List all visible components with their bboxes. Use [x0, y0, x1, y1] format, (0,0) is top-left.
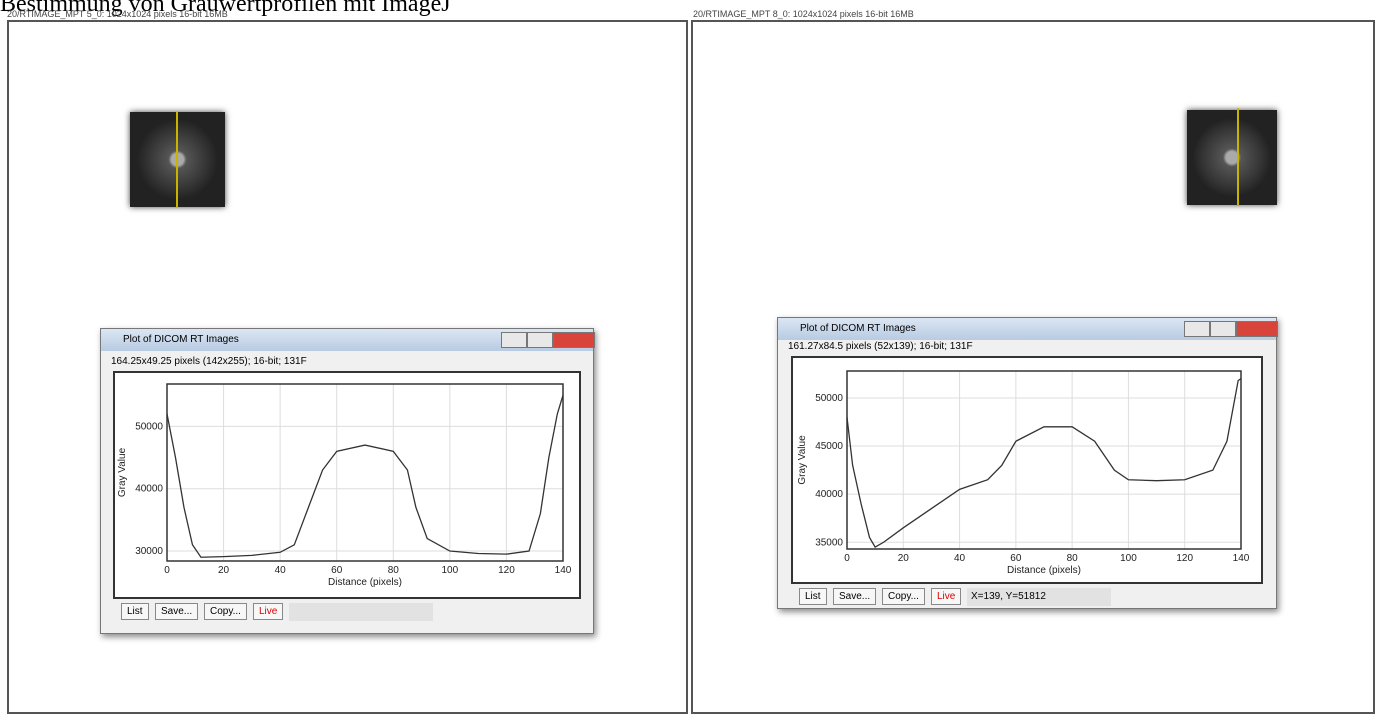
x-axis-label: Distance (pixels) [328, 577, 402, 588]
window-button[interactable] [1236, 321, 1278, 337]
y-axis-label: Gray Value [117, 447, 128, 497]
window-button[interactable] [501, 332, 527, 348]
y-tick-label: 50000 [135, 421, 163, 432]
y-tick-label: 40000 [135, 484, 163, 495]
button[interactable]: Live [931, 588, 961, 605]
x-tick-label: 40 [275, 565, 287, 576]
x-tick-label: 20 [898, 553, 910, 564]
x-axis-label: Distance (pixels) [1007, 565, 1081, 576]
image [1187, 110, 1277, 205]
image-info: 161.27x84.5 pixels (52x139); 16-bit; 131… [788, 341, 973, 352]
x-tick-label: 80 [388, 565, 400, 576]
button[interactable]: Save... [155, 603, 198, 620]
window-button[interactable] [1210, 321, 1236, 337]
button[interactable]: Save... [833, 588, 876, 605]
x-tick-label: 80 [1067, 553, 1079, 564]
x-tick-label: 60 [331, 565, 343, 576]
window-button[interactable] [1184, 321, 1210, 337]
button[interactable]: List [121, 603, 149, 620]
x-tick-label: 0 [164, 565, 170, 576]
axes-frame [167, 384, 563, 561]
x-tick-label: 40 [954, 553, 966, 564]
profile-line [176, 112, 178, 208]
status-box [289, 603, 433, 621]
button[interactable]: Copy... [204, 603, 247, 620]
page: Bestimmung von Grauwertprofilen mit Imag… [0, 0, 1375, 695]
panel-header: 20/RTIMAGE_MPT 8_0: 1024x1024 pixels 16-… [693, 9, 914, 19]
button[interactable]: Copy... [882, 588, 925, 605]
plot: 0 20 40 60 80 100 120 140 35000 40000 45000 50000 Di… [791, 356, 1263, 584]
x-tick-label: 140 [555, 565, 572, 576]
x-tick-label: 100 [1120, 553, 1137, 564]
x-tick-label: 120 [498, 565, 515, 576]
image-info: 164.25x49.25 pixels (142x255); 16-bit; 1… [111, 356, 307, 367]
y-tick-label: 50000 [815, 393, 843, 404]
y-tick-label: 40000 [815, 489, 843, 500]
y-tick-label: 30000 [135, 546, 163, 557]
x-tick-label: 0 [844, 553, 850, 564]
button[interactable]: Live [253, 603, 283, 620]
y-axis-label: Gray Value [797, 435, 808, 485]
x-tick-label: 120 [1176, 553, 1193, 564]
profile-line [167, 395, 563, 557]
y-tick-label: 45000 [815, 441, 843, 452]
x-tick-label: 140 [1233, 553, 1250, 564]
profile-line [1237, 108, 1239, 206]
status-text: X=139, Y=51812 [967, 588, 1111, 606]
x-tick-label: 100 [442, 565, 459, 576]
panel-header: 20/RTIMAGE_MPT 5_0: 1024x1024 pixels 16-… [7, 9, 228, 19]
window-button[interactable] [553, 332, 595, 348]
plot: 0 20 40 60 80 100 120 140 30000 40000 50000 Distanc… [113, 371, 581, 599]
x-tick-label: 60 [1010, 553, 1022, 564]
window-button[interactable] [527, 332, 553, 348]
x-tick-label: 20 [218, 565, 230, 576]
profile-line [847, 379, 1241, 547]
button[interactable]: List [799, 588, 827, 605]
y-tick-label: 35000 [815, 537, 843, 548]
